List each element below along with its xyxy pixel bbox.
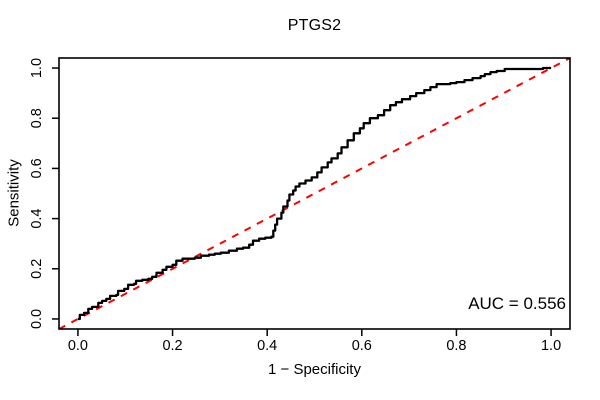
y-tick-label: 0.6: [29, 158, 45, 178]
y-tick-label: 0.0: [29, 309, 45, 329]
x-axis-label: 1 − Specificity: [268, 361, 361, 378]
y-axis-label: Sensitivity: [5, 159, 23, 227]
y-tick-label: 0.8: [29, 108, 45, 128]
chance-diagonal-line: [58, 57, 571, 330]
y-tick-label: 0.2: [29, 259, 45, 279]
auc-annotation: AUC = 0.556: [468, 294, 566, 313]
x-tick-label: 0.2: [162, 338, 182, 354]
roc-curve-line: [77, 66, 552, 321]
plot-border: [58, 57, 571, 330]
y-tick-label: 1.0: [29, 58, 45, 78]
x-tick-label: 0.6: [352, 338, 372, 354]
x-tick-label: 1.0: [541, 338, 561, 354]
x-tick-label: 0.4: [257, 338, 277, 354]
y-tick-label: 0.4: [29, 209, 45, 229]
x-tick-label: 0.0: [68, 338, 88, 354]
x-tick-label: 0.8: [446, 338, 466, 354]
chart-title: PTGS2: [287, 17, 342, 34]
